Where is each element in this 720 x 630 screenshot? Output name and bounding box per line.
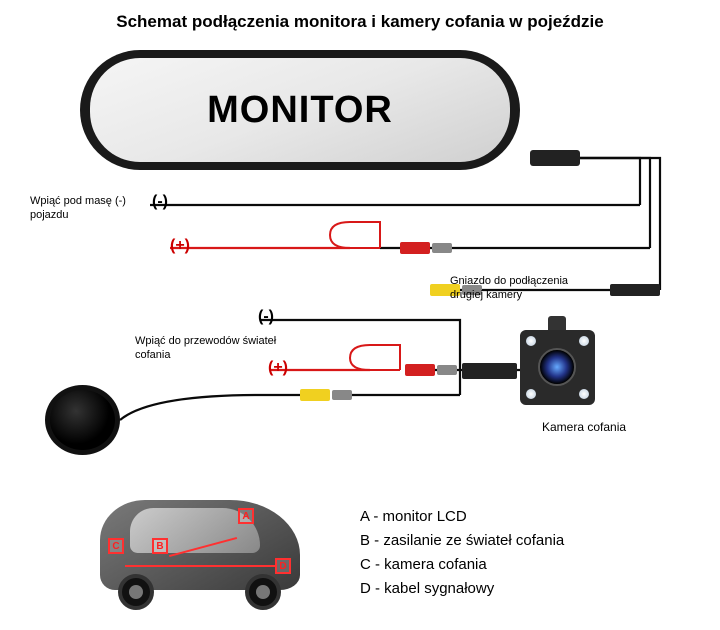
polarity-minus-2: (-) [258,308,274,326]
polarity-minus-1: (-) [152,193,168,211]
label-ground: Wpiąć pod masę (-) pojazdu [30,195,130,223]
car-wheel-icon [118,574,154,610]
legend-item-A: A - monitor LCD [360,505,564,529]
car-marker-C: C [108,538,124,554]
monitor-label: MONITOR [207,89,393,132]
legend-item-C: C - kamera cofania [360,553,564,577]
label-camera: Kamera cofania [542,420,626,435]
camera-led-icon [579,336,589,346]
car-marker-B: B [152,538,168,554]
label-reverse-light-wires: Wpiąć do przewodów świateł cofania [135,335,285,363]
label-second-camera-socket: Gniazdo do podłączenia drugiej kamery [450,275,600,303]
car-marker-D: D [275,558,291,574]
legend-item-B: B - zasilanie ze świateł cofania [360,529,564,553]
camera-led-icon [526,336,536,346]
socket-second-camera [610,284,660,296]
rca-red-lower [405,364,435,376]
plug-lower-yellow [332,390,352,400]
reverse-camera [520,330,595,405]
car-wheel-icon [245,574,281,610]
car-signal-line [125,565,275,567]
mirror-connector [530,150,580,166]
car-cutaway: A B C D [100,490,300,610]
legend: A - monitor LCD B - zasilanie ze świateł… [360,505,564,601]
camera-mount [548,316,566,330]
cable-spool [45,385,120,455]
camera-led-icon [526,389,536,399]
plug-upper-red [432,243,452,253]
diagram-title: Schemat podłączenia monitora i kamery co… [0,12,720,32]
rca-red-upper [400,242,430,254]
camera-lens-icon [538,348,576,386]
plug-lower-red [437,365,457,375]
mirror-monitor: MONITOR [80,50,520,170]
car-marker-A: A [238,508,254,524]
camera-connector [462,363,517,379]
legend-item-D: D - kabel sygnałowy [360,577,564,601]
mirror-screen: MONITOR [90,58,510,162]
rca-yellow-lower [300,389,330,401]
polarity-plus-1: (+) [170,237,190,255]
camera-led-icon [579,389,589,399]
